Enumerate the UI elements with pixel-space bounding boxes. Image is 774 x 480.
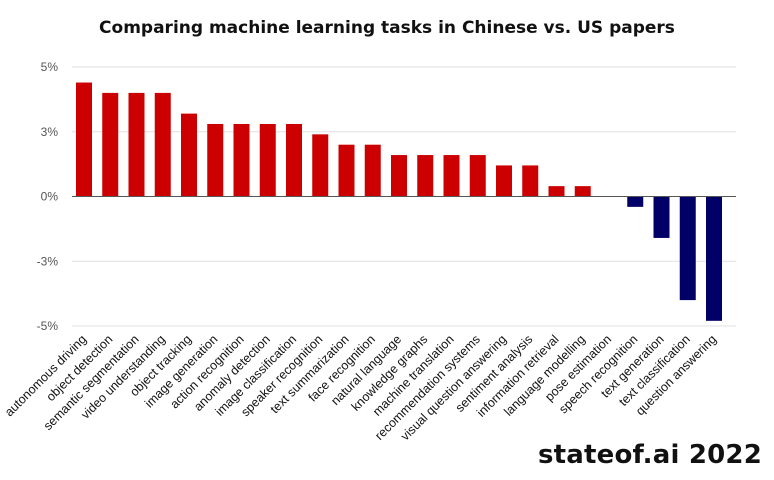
bar-natural-language (391, 155, 407, 197)
bar-text-summarization (338, 144, 355, 197)
bar-knowledge-graphs (417, 155, 434, 197)
y-tick-label: -3% (37, 254, 59, 268)
gridlines (72, 66, 736, 327)
bar-object-tracking (181, 113, 197, 197)
footer-brand: stateof.ai 2022 (537, 440, 762, 470)
y-tick-label: 0% (41, 190, 59, 204)
bar-autonomous-driving (76, 82, 92, 197)
bar-speaker-recognition (312, 134, 329, 197)
bar-semantic-segmentation (128, 92, 145, 197)
y-tick-label: -5% (37, 319, 59, 333)
bar-speech-recognition (627, 196, 644, 207)
bar-information-retrieval (548, 186, 565, 197)
y-axis-ticks: 5% 3% 0% -3% -5% (37, 60, 59, 333)
bar-video-understanding (154, 92, 171, 197)
y-tick-label: 3% (41, 125, 59, 139)
bar-image-generation (207, 123, 224, 197)
bar-sentiment-analysis (522, 165, 539, 197)
bar-visual-question-answering (496, 165, 512, 197)
bar-machine-translation (443, 155, 460, 197)
bar-anomaly-detection (259, 123, 276, 197)
bar-text-generation (653, 196, 670, 238)
y-tick-label: 5% (41, 60, 59, 74)
bar-object-detection (102, 92, 119, 197)
bar-text-classification (679, 196, 696, 301)
chart-title: Comparing machine learning tasks in Chin… (99, 18, 675, 38)
bar-question-answering (706, 196, 722, 321)
bar-recommendation-systems (469, 155, 486, 197)
bar-language-modelling (574, 186, 591, 197)
bar-action-recognition (233, 123, 250, 197)
bar-image-classification (286, 123, 302, 197)
bars (76, 82, 722, 321)
bar-face-recognition (364, 144, 381, 197)
